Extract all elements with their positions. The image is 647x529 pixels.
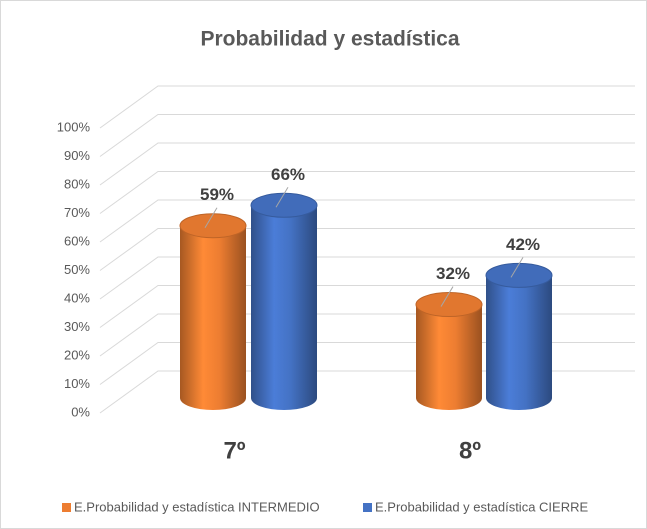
grid-line bbox=[99, 199, 635, 243]
bar-body bbox=[251, 205, 317, 410]
y-tick-label: 50% bbox=[64, 262, 90, 277]
data-label: 59% bbox=[200, 185, 234, 204]
leader-line bbox=[275, 187, 289, 208]
legend-swatch bbox=[62, 503, 71, 512]
bar-body bbox=[180, 225, 246, 410]
data-label: 42% bbox=[506, 235, 540, 254]
grid-line bbox=[99, 171, 635, 214]
bar-body bbox=[486, 275, 552, 410]
grid-line bbox=[99, 114, 635, 157]
leader-line bbox=[440, 286, 454, 307]
bar-top bbox=[415, 292, 483, 318]
bar-top bbox=[250, 192, 318, 218]
y-tick-label: 70% bbox=[64, 205, 90, 220]
bar-top bbox=[485, 262, 553, 288]
y-tick-label: 60% bbox=[64, 233, 90, 248]
data-label: 66% bbox=[271, 165, 305, 184]
legend-label: E.Probabilidad y estadística CIERRE bbox=[375, 499, 588, 514]
data-label: 32% bbox=[436, 264, 470, 283]
grid-line bbox=[99, 256, 635, 300]
y-tick-label: 90% bbox=[64, 148, 90, 163]
y-tick-label: 40% bbox=[64, 290, 90, 305]
y-tick-label: 100% bbox=[57, 119, 91, 134]
y-tick-label: 80% bbox=[64, 176, 90, 191]
grid-line bbox=[99, 85, 635, 129]
y-tick-label: 30% bbox=[64, 319, 90, 334]
y-tick-label: 20% bbox=[64, 347, 90, 362]
leader-line bbox=[510, 257, 524, 278]
bar-top bbox=[179, 213, 247, 239]
y-tick-label: 10% bbox=[64, 376, 90, 391]
grid-line bbox=[99, 285, 635, 328]
chart-title: Probabilidad y estadística bbox=[200, 28, 459, 51]
x-tick-label: 8º bbox=[459, 437, 481, 464]
legend-swatch bbox=[363, 503, 372, 512]
bar-body bbox=[416, 304, 482, 410]
y-tick-label: 0% bbox=[71, 404, 90, 419]
legend-label: E.Probabilidad y estadística INTERMEDIO bbox=[74, 499, 320, 514]
grid-line bbox=[99, 142, 635, 186]
leader-line bbox=[204, 207, 218, 228]
grid-line bbox=[99, 228, 635, 271]
x-tick-label: 7º bbox=[223, 437, 245, 464]
